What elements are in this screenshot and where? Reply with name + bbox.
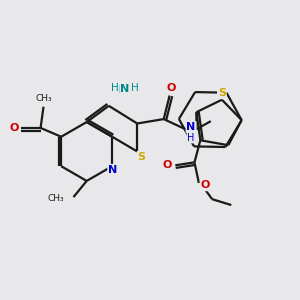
Text: ₂: ₂ (130, 85, 134, 94)
Text: S: S (138, 152, 146, 162)
Text: O: O (163, 160, 172, 170)
Text: O: O (9, 123, 19, 133)
Text: N: N (120, 84, 130, 94)
Text: CH₃: CH₃ (35, 94, 52, 103)
Text: O: O (167, 83, 176, 93)
Text: H: H (188, 133, 195, 142)
Text: NH: NH (112, 85, 130, 94)
Text: O: O (201, 180, 210, 190)
Text: S: S (218, 88, 226, 98)
Text: N: N (108, 165, 117, 175)
Text: N: N (187, 122, 196, 132)
Text: CH₃: CH₃ (47, 194, 64, 203)
Text: H: H (131, 82, 139, 93)
Text: H: H (111, 82, 119, 93)
